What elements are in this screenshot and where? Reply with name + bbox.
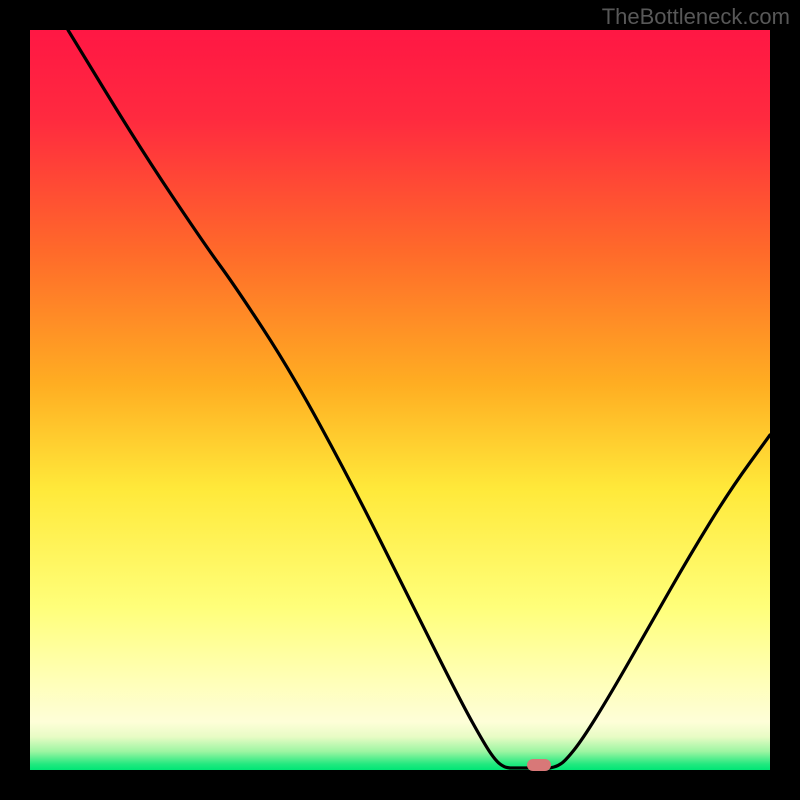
chart-container: TheBottleneck.com [0,0,800,800]
watermark-text: TheBottleneck.com [602,4,790,30]
plot-area [30,30,770,770]
optimal-point-marker [527,759,551,771]
bottleneck-curve [30,30,770,770]
